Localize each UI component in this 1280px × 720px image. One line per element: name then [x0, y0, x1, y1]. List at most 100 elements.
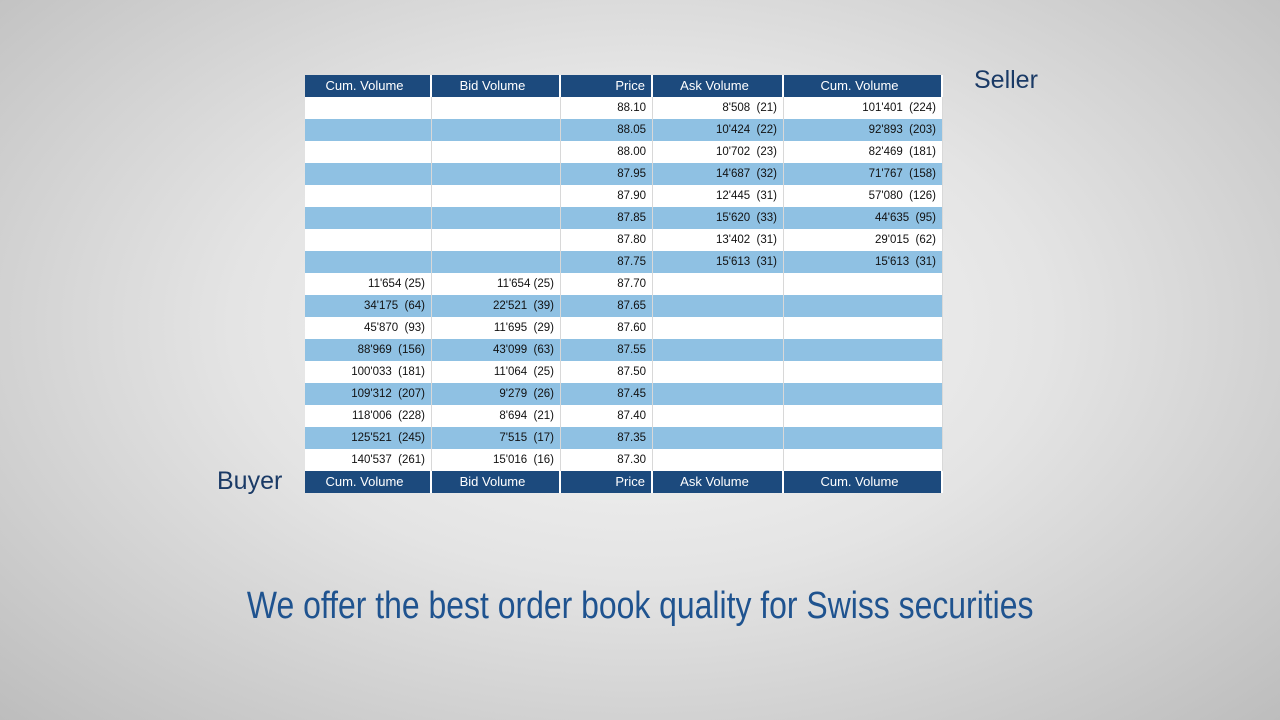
cell: 9'279 (26) [432, 383, 561, 405]
cell [432, 185, 561, 207]
table-row: 87.80 13'402 (31) 29'015 (62) [305, 229, 943, 251]
cell: 88.10 [561, 97, 653, 119]
cell: 100'033 (181) [305, 361, 432, 383]
cell: 71'767 (158) [784, 163, 943, 185]
table-row: 34'175 (64) 22'521 (39) 87.65 [305, 295, 943, 317]
cell: 118'006 (228) [305, 405, 432, 427]
cell: Ask Volume [653, 471, 784, 493]
cell [784, 295, 943, 317]
cell: 109'312 (207) [305, 383, 432, 405]
cell [784, 427, 943, 449]
cell [305, 251, 432, 273]
cell: 15'613 (31) [653, 251, 784, 273]
cell [305, 207, 432, 229]
cell: 87.95 [561, 163, 653, 185]
cell: 88'969 (156) [305, 339, 432, 361]
cell [305, 185, 432, 207]
cell: Price [561, 471, 653, 493]
cell: 101'401 (224) [784, 97, 943, 119]
cell [305, 163, 432, 185]
seller-label: Seller [974, 66, 1038, 94]
table-row: 140'537 (261) 15'016 (16) 87.30 [305, 449, 943, 471]
buyer-label: Buyer [217, 467, 283, 495]
cell: 45'870 (93) [305, 317, 432, 339]
table-row: 118'006 (228) 8'694 (21) 87.40 [305, 405, 943, 427]
table-row: 88.10 8'508 (21) 101'401 (224) [305, 97, 943, 119]
cell: 87.55 [561, 339, 653, 361]
cell: 14'687 (32) [653, 163, 784, 185]
cell: Cum. Volume [305, 471, 432, 493]
caption: We offer the best order book quality for… [246, 585, 1034, 627]
cell: 87.90 [561, 185, 653, 207]
cell: Bid Volume [432, 471, 561, 493]
cell [653, 449, 784, 471]
cell: 29'015 (62) [784, 229, 943, 251]
cell: 87.45 [561, 383, 653, 405]
cell [432, 207, 561, 229]
cell: 87.80 [561, 229, 653, 251]
cell: 140'537 (261) [305, 449, 432, 471]
cell [653, 383, 784, 405]
cell: 15'613 (31) [784, 251, 943, 273]
cell: 13'402 (31) [653, 229, 784, 251]
cell: 87.70 [561, 273, 653, 295]
table-row: 109'312 (207) 9'279 (26) 87.45 [305, 383, 943, 405]
cell: Bid Volume [432, 75, 561, 97]
table-row: 87.95 14'687 (32) 71'767 (158) [305, 163, 943, 185]
cell: 87.35 [561, 427, 653, 449]
cell: 87.85 [561, 207, 653, 229]
header-row: Cum. Volume Bid Volume Price Ask Volume Cum.… [305, 75, 943, 97]
cell: 12'445 (31) [653, 185, 784, 207]
cell [784, 361, 943, 383]
cell: 15'016 (16) [432, 449, 561, 471]
cell: 43'099 (63) [432, 339, 561, 361]
cell: 8'508 (21) [653, 97, 784, 119]
cell [784, 339, 943, 361]
table-row: 100'033 (181) 11'064 (25) 87.50 [305, 361, 943, 383]
table-row: 88.05 10'424 (22) 92'893 (203) [305, 119, 943, 141]
cell: Ask Volume [653, 75, 784, 97]
cell: Cum. Volume [784, 471, 943, 493]
cell [432, 229, 561, 251]
cell: 87.65 [561, 295, 653, 317]
cell [305, 97, 432, 119]
cell [784, 273, 943, 295]
cell: 87.50 [561, 361, 653, 383]
table-row: 87.90 12'445 (31) 57'080 (126) [305, 185, 943, 207]
table-row: 88'969 (156) 43'099 (63) 87.55 [305, 339, 943, 361]
cell: 34'175 (64) [305, 295, 432, 317]
table-row: 88.00 10'702 (23) 82'469 (181) [305, 141, 943, 163]
cell: 88.00 [561, 141, 653, 163]
cell [653, 361, 784, 383]
order-book: Cum. Volume Bid Volume Price Ask Volume Cum.… [305, 75, 943, 493]
cell [432, 141, 561, 163]
cell [653, 273, 784, 295]
cell: 92'893 (203) [784, 119, 943, 141]
cell [653, 427, 784, 449]
cell: 87.40 [561, 405, 653, 427]
cell: Cum. Volume [305, 75, 432, 97]
footer-row: Cum. Volume Bid Volume Price Ask Volume Cum.… [305, 471, 943, 493]
table-row: 45'870 (93) 11'695 (29) 87.60 [305, 317, 943, 339]
cell [432, 251, 561, 273]
cell [653, 339, 784, 361]
cell [305, 119, 432, 141]
cell [653, 405, 784, 427]
cell: 11'654 (25) [305, 273, 432, 295]
cell: 82'469 (181) [784, 141, 943, 163]
cell: 44'635 (95) [784, 207, 943, 229]
cell [653, 295, 784, 317]
cell: 125'521 (245) [305, 427, 432, 449]
cell [432, 97, 561, 119]
cell [784, 317, 943, 339]
cell: 10'424 (22) [653, 119, 784, 141]
cell: 88.05 [561, 119, 653, 141]
cell: 10'702 (23) [653, 141, 784, 163]
table-row: 11'654 (25) 11'654 (25) 87.70 [305, 273, 943, 295]
cell [305, 229, 432, 251]
cell: 11'064 (25) [432, 361, 561, 383]
cell: 11'654 (25) [432, 273, 561, 295]
cell: 87.30 [561, 449, 653, 471]
table-row: 87.85 15'620 (33) 44'635 (95) [305, 207, 943, 229]
